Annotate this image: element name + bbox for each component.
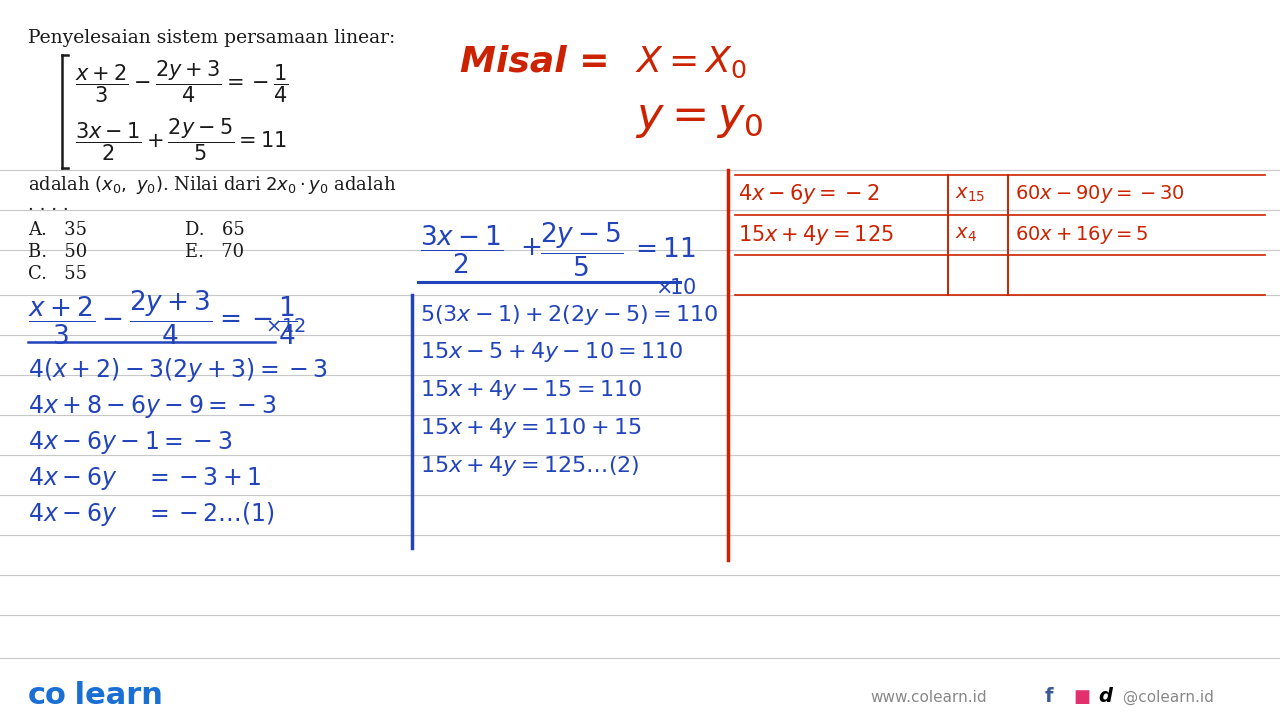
Text: $\mathit{y = y_0}$: $\mathit{y = y_0}$ bbox=[635, 96, 763, 140]
Text: $15x + 4y - 15 = 110$: $15x + 4y - 15 = 110$ bbox=[420, 378, 643, 402]
Text: C.   55: C. 55 bbox=[28, 265, 87, 283]
Text: $5(3x-1) + 2(2y-5) = 110$: $5(3x-1) + 2(2y-5) = 110$ bbox=[420, 303, 718, 327]
Text: $4x - 6y \quad\;= -2\ldots(1)$: $4x - 6y \quad\;= -2\ldots(1)$ bbox=[28, 500, 274, 528]
Text: $60x - 90y = -30$: $60x - 90y = -30$ bbox=[1015, 183, 1185, 205]
Text: A.   35: A. 35 bbox=[28, 221, 87, 239]
Text: $15x + 4y = 125\ldots(2)$: $15x + 4y = 125\ldots(2)$ bbox=[420, 454, 640, 478]
Text: $4x - 6y = -2$: $4x - 6y = -2$ bbox=[739, 182, 879, 206]
Text: $\times\!10$: $\times\!10$ bbox=[655, 278, 696, 298]
Text: f: f bbox=[1044, 688, 1053, 706]
Text: $+$: $+$ bbox=[520, 235, 541, 261]
Text: E.   70: E. 70 bbox=[186, 243, 244, 261]
Text: $x_{15}$: $x_{15}$ bbox=[955, 184, 986, 204]
Text: $15x - 5 + 4y - 10 = 110$: $15x - 5 + 4y - 10 = 110$ bbox=[420, 340, 684, 364]
Text: $\dfrac{2y-5}{5}$: $\dfrac{2y-5}{5}$ bbox=[540, 221, 623, 279]
Text: $\dfrac{x+2}{3} - \dfrac{2y+3}{4} = -\dfrac{1}{4}$: $\dfrac{x+2}{3} - \dfrac{2y+3}{4} = -\df… bbox=[28, 289, 297, 347]
Text: adalah $(x_0,\ y_0)$. Nilai dari $2x_0 \cdot y_0$ adalah: adalah $(x_0,\ y_0)$. Nilai dari $2x_0 \… bbox=[28, 174, 397, 196]
Text: d: d bbox=[1098, 688, 1112, 706]
Text: @colearn.id: @colearn.id bbox=[1117, 689, 1213, 705]
Text: learn: learn bbox=[64, 680, 163, 709]
Text: $\dfrac{x + 2}{3} - \dfrac{2y + 3}{4} = -\dfrac{1}{4}$: $\dfrac{x + 2}{3} - \dfrac{2y + 3}{4} = … bbox=[76, 59, 289, 105]
Text: $\dfrac{3x - 1}{2} + \dfrac{2y - 5}{5} = 11$: $\dfrac{3x - 1}{2} + \dfrac{2y - 5}{5} =… bbox=[76, 117, 287, 163]
Text: $15x + 4y = 110 + 15$: $15x + 4y = 110 + 15$ bbox=[420, 416, 641, 440]
Text: $x_4$: $x_4$ bbox=[955, 225, 977, 245]
Text: $4x - 6y \quad\;= -3 + 1$: $4x - 6y \quad\;= -3 + 1$ bbox=[28, 464, 261, 492]
Text: ■: ■ bbox=[1073, 688, 1091, 706]
Text: Penyelesaian sistem persamaan linear:: Penyelesaian sistem persamaan linear: bbox=[28, 29, 396, 47]
Text: co: co bbox=[28, 680, 67, 709]
Text: $4x - 6y - 1 = -3$: $4x - 6y - 1 = -3$ bbox=[28, 428, 232, 456]
Text: www.colearn.id: www.colearn.id bbox=[870, 690, 987, 704]
Text: $60x + 16y = 5$: $60x + 16y = 5$ bbox=[1015, 224, 1148, 246]
Text: $4(x+2) - 3(2y+3) = -3$: $4(x+2) - 3(2y+3) = -3$ bbox=[28, 356, 328, 384]
Text: D.   65: D. 65 bbox=[186, 221, 244, 239]
Text: B.   50: B. 50 bbox=[28, 243, 87, 261]
Text: $15x + 4y = 125$: $15x + 4y = 125$ bbox=[739, 223, 893, 247]
Text: $\dfrac{3x-1}{2}$: $\dfrac{3x-1}{2}$ bbox=[420, 224, 503, 276]
Text: $\mathit{X = X_0}$: $\mathit{X = X_0}$ bbox=[635, 45, 746, 80]
Text: Misal =: Misal = bbox=[460, 45, 609, 79]
Text: $4x + 8 - 6y - 9 = -3$: $4x + 8 - 6y - 9 = -3$ bbox=[28, 392, 276, 420]
Text: $\times 12$: $\times 12$ bbox=[265, 317, 306, 336]
Text: $= 11$: $= 11$ bbox=[630, 237, 695, 263]
Text: . . . .: . . . . bbox=[28, 196, 69, 214]
